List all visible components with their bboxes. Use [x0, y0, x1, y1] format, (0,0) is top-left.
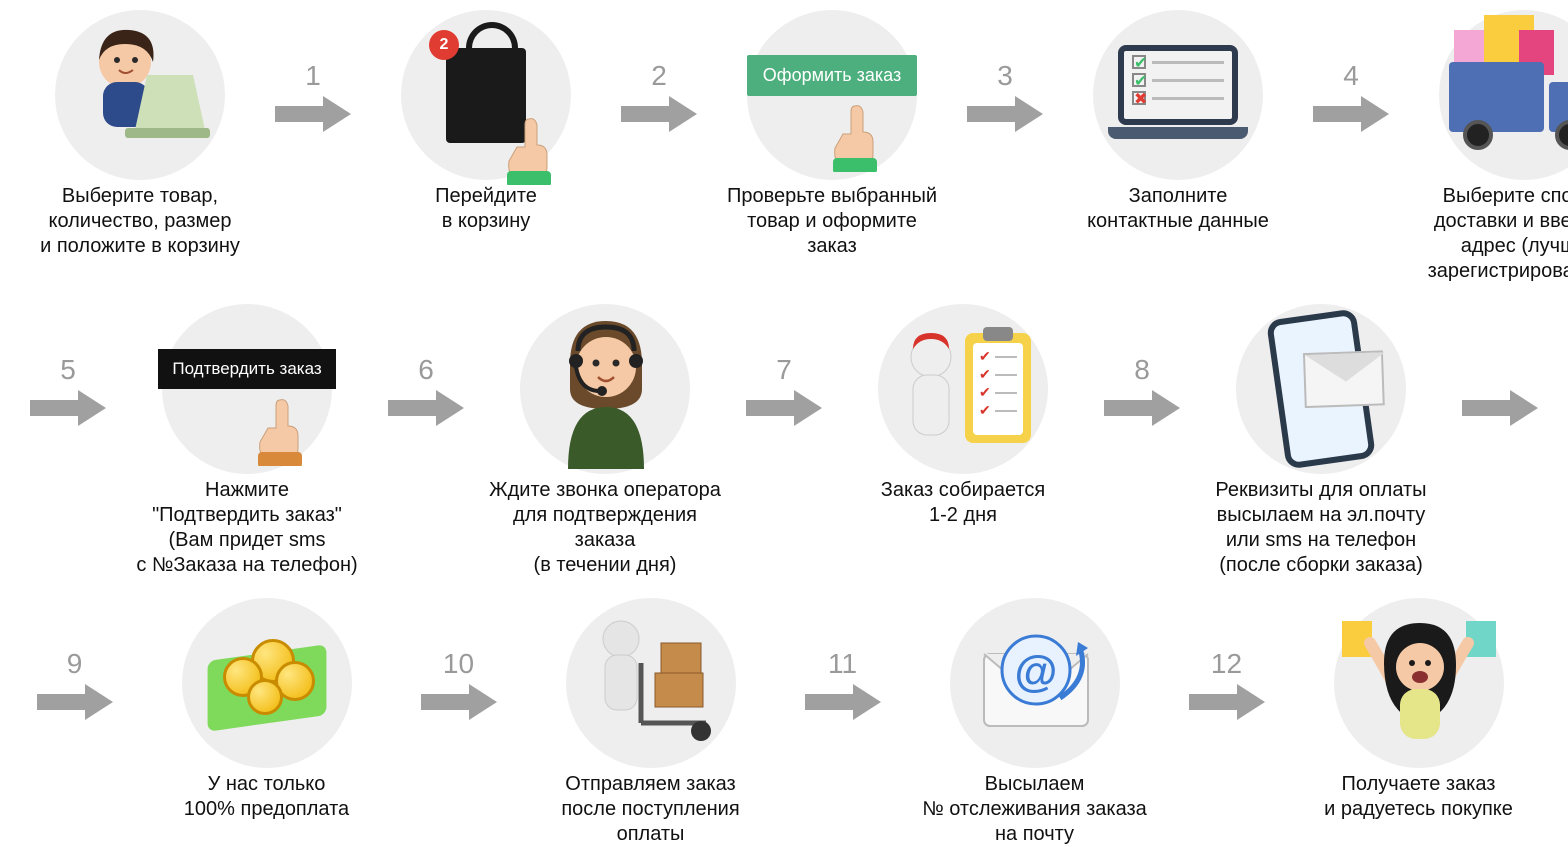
arrow-icon — [386, 388, 466, 428]
arrow-icon — [1311, 94, 1391, 134]
step-8-caption: Реквизиты для оплаты высылаем на эл.почт… — [1215, 478, 1426, 578]
step-number-6: 6 — [418, 354, 434, 386]
step-number-10: 10 — [443, 648, 474, 680]
step-number-9: 9 — [67, 648, 83, 680]
phone-sms-email-icon — [1236, 304, 1406, 474]
checkout-button-hand-icon: Оформить заказ — [747, 10, 917, 180]
arrow-3: 3 — [960, 60, 1050, 134]
step-number-2: 2 — [651, 60, 667, 92]
arrow-icon — [619, 94, 699, 134]
svg-text:✔: ✔ — [979, 384, 991, 400]
arrow-icon — [803, 682, 883, 722]
shopping-bag-badge-icon: 2 — [401, 10, 571, 180]
arrow-2: 2 — [614, 60, 704, 134]
happy-customer-bags-icon — [1334, 598, 1504, 768]
step-6: Ждите звонка оператора для подтверждения… — [485, 304, 725, 578]
call-center-operator-icon — [520, 304, 690, 474]
person-laptop-shopping-icon — [55, 10, 225, 180]
arrow-icon — [273, 94, 353, 134]
arrow-7: 7 — [739, 354, 829, 428]
svg-text:✔: ✔ — [979, 366, 991, 382]
delivery-truck-gifts-icon — [1439, 10, 1568, 180]
step-3: Заполните контактные данные — [1058, 10, 1298, 234]
coins-card-prepayment-icon — [182, 598, 352, 768]
step-number-3: 3 — [997, 60, 1013, 92]
email-at-envelope-icon: @ — [950, 598, 1120, 768]
svg-text:✔: ✔ — [979, 402, 991, 418]
row-3: 9 У нас только 100% предоплата 10 — [20, 598, 1548, 847]
step-number-4: 4 — [1343, 60, 1359, 92]
step-0-caption: Выберите товар, количество, размер и пол… — [40, 184, 240, 259]
arrow-icon — [1187, 682, 1267, 722]
arrow-trailing — [1455, 354, 1545, 428]
svg-text:@: @ — [1014, 647, 1057, 696]
step-number-5: 5 — [60, 354, 76, 386]
step-number-blank — [1496, 354, 1504, 386]
confirm-button: Подтвердить заказ — [158, 349, 335, 389]
arrow-5: 5 — [23, 354, 113, 428]
arrow-4: 4 — [1306, 60, 1396, 134]
arrow-icon — [965, 94, 1045, 134]
worker-dolly-boxes-icon — [566, 598, 736, 768]
step-9: У нас только 100% предоплата — [147, 598, 387, 822]
row-1: Выберите товар, количество, размер и пол… — [20, 10, 1548, 284]
step-6-caption: Ждите звонка оператора для подтверждения… — [485, 478, 725, 578]
arrow-icon — [1460, 388, 1540, 428]
step-10: Отправляем заказ после поступления оплат… — [531, 598, 771, 847]
pointing-hand-icon — [252, 396, 312, 466]
step-11: @ Высылаем № отслеживания заказа на почт… — [915, 598, 1155, 847]
step-5: Подтвердить заказ Нажмите "Подтвердить з… — [127, 304, 367, 578]
order-process-infographic: Выберите товар, количество, размер и пол… — [20, 10, 1548, 847]
confirm-button-hand-icon: Подтвердить заказ — [162, 304, 332, 474]
arrow-icon — [1102, 388, 1182, 428]
arrow-12: 12 — [1182, 648, 1272, 722]
step-7-caption: Заказ собирается 1-2 дня — [881, 478, 1045, 528]
arrow-icon — [35, 682, 115, 722]
arrow-1: 1 — [268, 60, 358, 134]
step-8: Реквизиты для оплаты высылаем на эл.почт… — [1201, 304, 1441, 578]
laptop-form-checklist-icon — [1093, 10, 1263, 180]
arrow-icon — [28, 388, 108, 428]
step-4: Выберите способ доставки и введите адрес… — [1404, 10, 1568, 284]
arrow-8: 8 — [1097, 354, 1187, 428]
step-3-caption: Заполните контактные данные — [1087, 184, 1269, 234]
arrow-6: 6 — [381, 354, 471, 428]
step-12-caption: Получаете заказ и радуетесь покупке — [1324, 772, 1513, 822]
step-number-11: 11 — [828, 648, 857, 680]
checkout-button: Оформить заказ — [747, 55, 917, 96]
step-9-caption: У нас только 100% предоплата — [184, 772, 349, 822]
pointing-hand-icon — [827, 102, 887, 172]
step-number-8: 8 — [1134, 354, 1150, 386]
step-2: Оформить заказ Проверьте выбранный товар… — [712, 10, 952, 259]
step-5-caption: Нажмите "Подтвердить заказ" (Вам придет … — [136, 478, 357, 578]
cart-badge: 2 — [429, 30, 459, 60]
step-12: Получаете заказ и радуетесь покупке — [1299, 598, 1539, 822]
worker-clipboard-checklist-icon: ✔ ✔ ✔ ✔ — [878, 304, 1048, 474]
step-number-1: 1 — [305, 60, 321, 92]
pointing-hand-icon — [501, 115, 561, 185]
step-11-caption: Высылаем № отслеживания заказа на почту — [922, 772, 1147, 847]
step-10-caption: Отправляем заказ после поступления оплат… — [561, 772, 739, 847]
step-number-7: 7 — [776, 354, 792, 386]
arrow-icon — [419, 682, 499, 722]
step-number-12: 12 — [1211, 648, 1242, 680]
arrow-icon — [744, 388, 824, 428]
step-2-caption: Проверьте выбранный товар и оформите зак… — [727, 184, 937, 259]
step-1-caption: Перейдите в корзину — [435, 184, 537, 234]
step-0: Выберите товар, количество, размер и пол… — [20, 10, 260, 259]
step-7: ✔ ✔ ✔ ✔ Заказ собирается 1-2 дня — [843, 304, 1083, 528]
step-1: 2 Перейдите в корзину — [366, 10, 606, 234]
svg-text:✔: ✔ — [979, 348, 991, 364]
step-4-caption: Выберите способ доставки и введите адрес… — [1428, 184, 1568, 284]
arrow-9: 9 — [30, 648, 120, 722]
arrow-11: 11 — [798, 648, 888, 722]
arrow-10: 10 — [414, 648, 504, 722]
row-2: 5 Подтвердить заказ Нажмите "Подтвердить… — [20, 304, 1548, 578]
